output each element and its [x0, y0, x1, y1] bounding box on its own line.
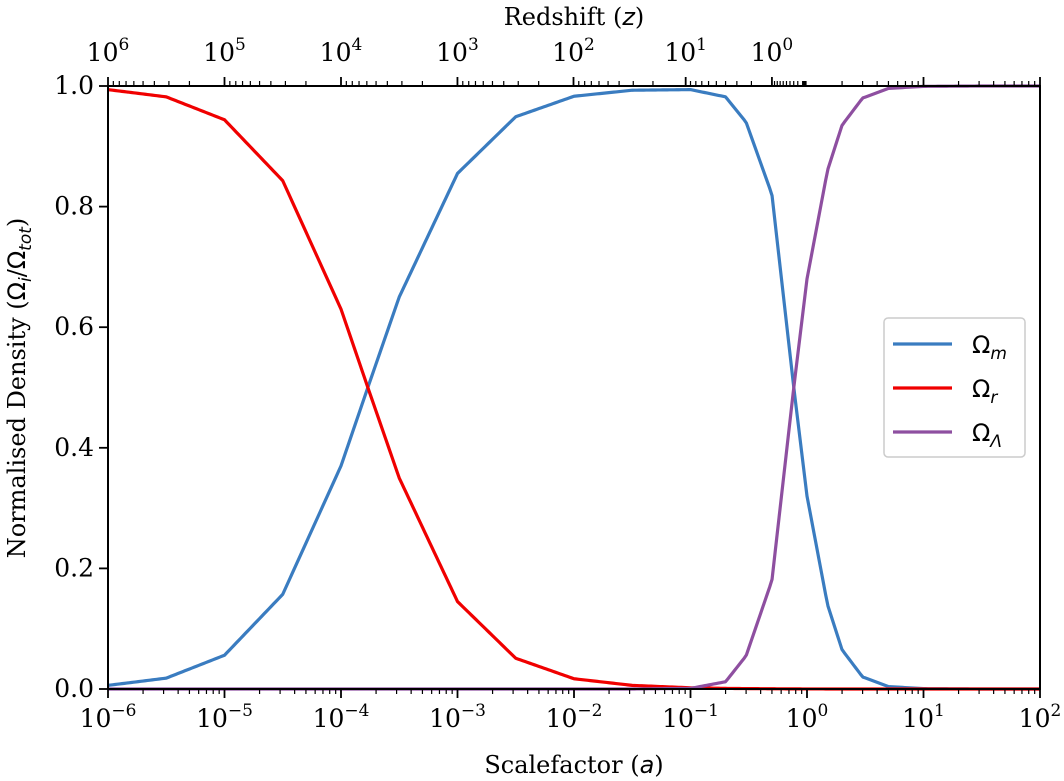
x-tick-label: 10−3 [429, 701, 486, 733]
legend: Ωm Ωr ΩΛ [883, 317, 1026, 458]
legend-item-Λ: ΩΛ [893, 419, 1002, 452]
top-tick-label: 101 [664, 35, 707, 67]
x-axis-label: Scalefactor (a) [484, 751, 663, 779]
y-tick-label: 0.6 [54, 312, 94, 341]
ticklabel-layer: 10−6 10−5 10−4 10−3 10−2 10−1 100 101 102 0.0 0.2 0… [54, 35, 1061, 733]
legend-label: Ωm [972, 331, 1007, 364]
x-tick-label: 10−5 [196, 701, 253, 733]
x-tick-label: 10−1 [662, 701, 719, 733]
legend-box [883, 317, 1026, 458]
y-tick-label: 1.0 [54, 71, 94, 100]
y-axis-label: Normalised Density (Ωi/Ωtot) [3, 218, 36, 559]
x-tick-label: 10−2 [546, 701, 603, 733]
top-tick-label: 100 [751, 35, 794, 67]
legend-label: Ωr [972, 375, 998, 408]
series-line-m [107, 88, 1040, 691]
y-tick-label: 0.0 [54, 674, 94, 703]
y-tick-label: 0.8 [54, 192, 94, 221]
legend-label: ΩΛ [972, 419, 1002, 452]
top-tick-label: 106 [87, 35, 130, 67]
legend-item-r: Ωr [893, 375, 998, 408]
plot-frame [107, 85, 1041, 690]
top-tick-label: 102 [552, 35, 595, 67]
y-tick-label: 0.4 [54, 433, 94, 462]
x-tick-label: 101 [902, 701, 945, 733]
top-tick-label: 105 [203, 35, 246, 67]
x-tick-label: 10−4 [313, 701, 370, 733]
top-axis-label: Redshift (z) [504, 3, 645, 31]
x-tick-label: 10−6 [80, 701, 137, 733]
x-tick-label: 100 [786, 701, 829, 733]
legend-items: Ωm Ωr ΩΛ [893, 331, 1007, 452]
x-tick-label: 102 [1019, 701, 1062, 733]
top-tick-label: 104 [320, 35, 363, 67]
legend-item-m: Ωm [893, 331, 1007, 364]
top-tick-label: 103 [436, 35, 479, 67]
y-tick-label: 0.2 [54, 553, 94, 582]
